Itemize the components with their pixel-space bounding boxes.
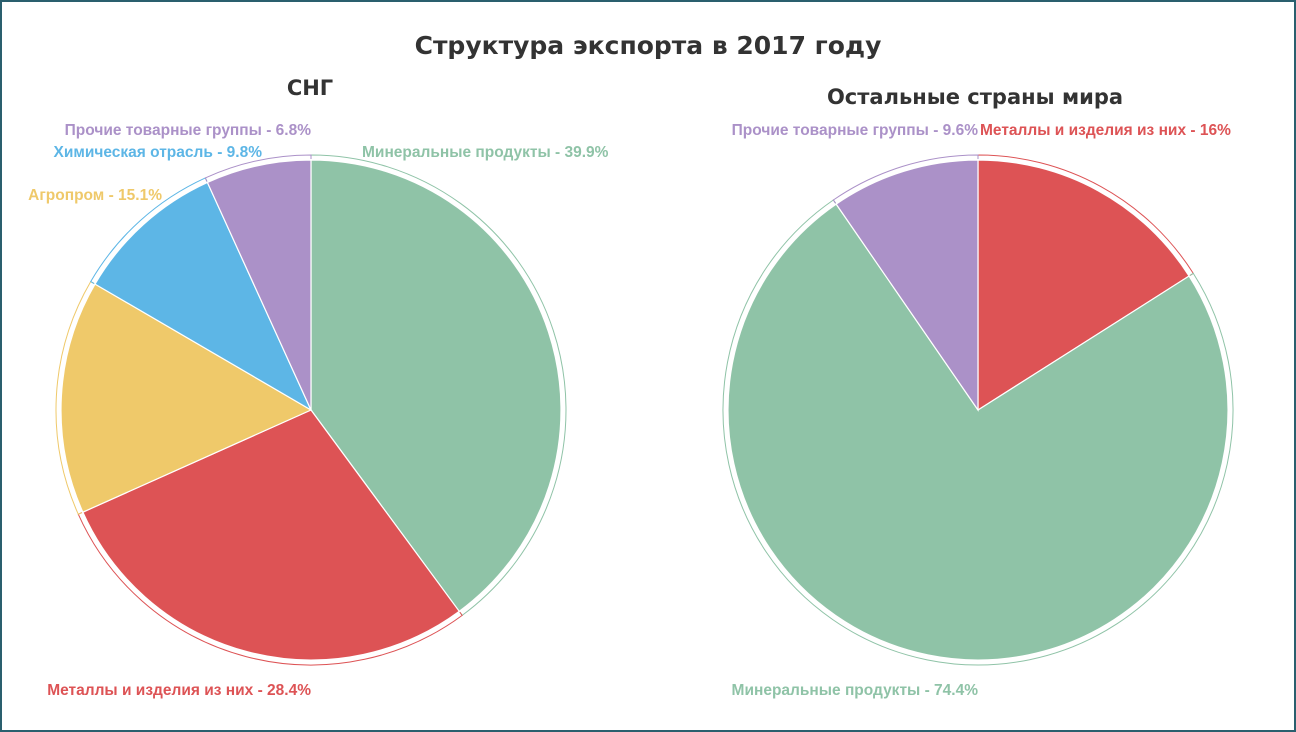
pie1-slice-2-bracket xyxy=(832,154,979,204)
pie1-slice-2 xyxy=(835,159,979,412)
pie0-slice-1-bracket xyxy=(77,512,463,666)
pie1-slice-1 xyxy=(727,203,1229,661)
pie0-slice-0-bracket xyxy=(310,154,567,617)
pie0-slice-2-bracket xyxy=(55,280,95,515)
pie-title-cis: СНГ xyxy=(287,76,333,100)
pie0-slice-4-label: Прочие товарные группы - 6.8% xyxy=(65,122,312,139)
pie0-slice-3-label: Химическая отрасль - 9.8% xyxy=(54,144,263,161)
pie0-slice-0-label: Минеральные продукты - 39.9% xyxy=(362,144,609,161)
pie0-slice-1-label: Металлы и изделия из них - 28.4% xyxy=(47,682,311,699)
pie0-slice-4-bracket xyxy=(204,154,312,182)
pie1-slice-1-label: Минеральные продукты - 74.4% xyxy=(732,682,979,699)
pie1-slice-2-label: Прочие товарные группы - 9.6% xyxy=(732,122,979,139)
pie0-slice-2-label: Агропром - 15.1% xyxy=(28,187,162,204)
pie1-slice-0 xyxy=(977,159,1190,412)
pie0-slice-4 xyxy=(206,159,312,411)
pie0-slice-1 xyxy=(82,409,461,661)
pie1-slice-0-label: Металлы и изделия из них - 16% xyxy=(980,122,1231,139)
pie0-slice-2 xyxy=(60,283,313,513)
pie0-slice-0 xyxy=(310,159,562,613)
pie0-slice-3-bracket xyxy=(90,177,208,285)
chart-title: Структура экспорта в 2017 году xyxy=(415,31,882,60)
pie1-slice-1-bracket xyxy=(722,199,1234,666)
pie-title-rest: Остальные страны мира xyxy=(827,85,1123,109)
pie1-slice-0-bracket xyxy=(977,154,1194,276)
pie0-slice-3 xyxy=(94,181,313,412)
